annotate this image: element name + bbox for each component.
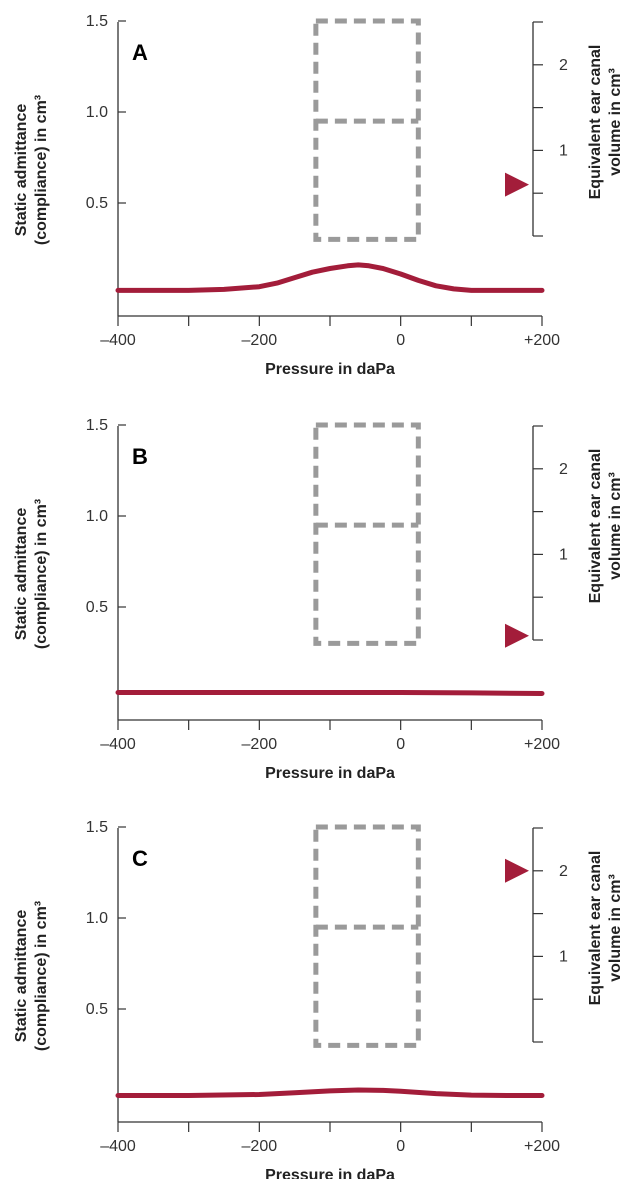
x-tick-label: –400: [100, 736, 136, 753]
y-tick-label: 1.5: [86, 13, 108, 30]
x-tick-label: +200: [524, 736, 560, 753]
y-axis-title-line: Static admittance: [13, 508, 30, 641]
normal-range-box: [313, 18, 421, 242]
x-tick-label: –200: [242, 332, 278, 349]
y-axis-title-line: (compliance) in cm³: [33, 499, 50, 649]
normal-range-box: [313, 824, 421, 1048]
x-axis-title: Pressure in daPa: [265, 765, 395, 782]
chart-panel-a: 1.5 1.0 0.5 –400 –200 0 +200 Pressure in daPa St…: [13, 13, 624, 378]
y2-tick-label: 1: [559, 948, 568, 965]
ear-canal-volume-marker: [505, 172, 529, 197]
x-tick-label: +200: [524, 1138, 560, 1155]
y-tick-label: 0.5: [86, 195, 108, 212]
y-axis-title-line: Static admittance: [13, 910, 30, 1043]
y2-axis-title-line: Equivalent ear canal: [587, 851, 604, 1006]
panel-label: A: [132, 40, 148, 65]
y2-axis-title-line: Equivalent ear canal: [587, 449, 604, 604]
y2-tick-label: 1: [559, 546, 568, 563]
y2-axis-title-line: Equivalent ear canal: [587, 45, 604, 200]
panel-label: B: [132, 444, 148, 469]
x-tick-label: –400: [100, 332, 136, 349]
y-tick-label: 1.0: [86, 910, 108, 927]
y-axis-title-line: Static admittance: [13, 104, 30, 237]
y-tick-label: 0.5: [86, 1001, 108, 1018]
y2-tick-label: 2: [559, 863, 568, 880]
x-tick-label: –400: [100, 1138, 136, 1155]
x-tick-label: –200: [242, 1138, 278, 1155]
tympanogram-curve: [115, 262, 545, 293]
y-tick-label: 1.5: [86, 819, 108, 836]
y-axis-title-line: (compliance) in cm³: [33, 901, 50, 1051]
panel-label: C: [132, 846, 148, 871]
y2-tick-label: 1: [559, 142, 568, 159]
y-tick-label: 1.0: [86, 508, 108, 525]
x-axis-title: Pressure in daPa: [265, 361, 395, 378]
ear-canal-volume-marker: [505, 623, 529, 648]
tympanogram-curve: [115, 1087, 545, 1098]
x-tick-label: –200: [242, 736, 278, 753]
y-tick-label: 1.5: [86, 417, 108, 434]
y-tick-label: 0.5: [86, 599, 108, 616]
x-tick-label: +200: [524, 332, 560, 349]
x-tick-label: 0: [396, 736, 405, 753]
y2-axis-title-line: volume in cm³: [607, 68, 624, 176]
y2-tick-label: 2: [559, 461, 568, 478]
y2-tick-label: 2: [559, 57, 568, 74]
y2-axis-title-line: volume in cm³: [607, 472, 624, 580]
x-tick-label: 0: [396, 1138, 405, 1155]
tympanogram-curve: [115, 690, 545, 696]
chart-panel-b: 1.5 1.0 0.5 –400 –200 0 +200 Pressure in daPa St…: [13, 417, 624, 782]
chart-panel-c: 1.5 1.0 0.5 –400 –200 0 +200 Pressure in daPa St…: [13, 819, 624, 1184]
normal-range-box: [313, 422, 421, 646]
y-axis-title-line: (compliance) in cm³: [33, 95, 50, 245]
x-axis-title: Pressure in daPa: [265, 1167, 395, 1179]
ear-canal-volume-marker: [505, 858, 529, 883]
y2-axis-title-line: volume in cm³: [607, 874, 624, 982]
y-tick-label: 1.0: [86, 104, 108, 121]
x-tick-label: 0: [396, 332, 405, 349]
